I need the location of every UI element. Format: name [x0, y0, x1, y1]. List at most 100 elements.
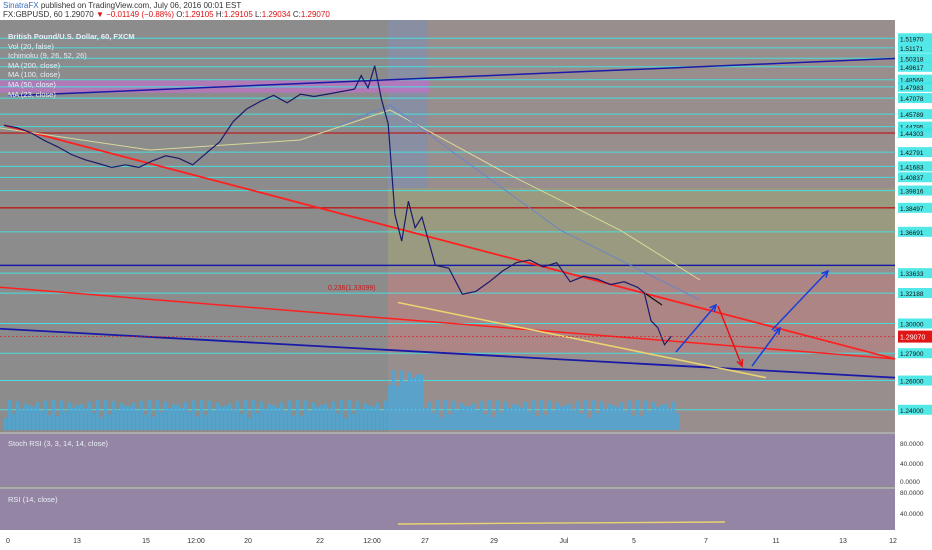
- ma-200-line: [0, 109, 701, 281]
- rsi-yellow-line: [397, 521, 726, 525]
- legend-item-volume: Vol (20, false): [8, 41, 54, 51]
- volume-bar: [372, 406, 375, 430]
- volume-bar: [188, 412, 191, 430]
- x-tick-label: 22: [316, 538, 324, 545]
- volume-bar: [136, 410, 139, 430]
- volume-bar: [440, 417, 443, 430]
- legend-item-ma23: MA (23, close): [8, 89, 56, 99]
- volume-bar: [656, 407, 659, 430]
- volume-bar: [208, 400, 211, 430]
- axis-label: 1.30000: [900, 321, 924, 328]
- volume-bar: [148, 400, 151, 430]
- volume-bar: [336, 413, 339, 430]
- volume-bar: [432, 412, 435, 430]
- blue-zone-shade: [388, 20, 428, 189]
- volume-bar: [516, 404, 519, 430]
- axis-label: 1.47983: [900, 85, 924, 92]
- volume-bar: [268, 403, 271, 430]
- high-value: 1.29105: [223, 10, 253, 19]
- volume-bar: [624, 411, 627, 430]
- volume-bar: [368, 405, 371, 430]
- volume-bar: [200, 400, 203, 430]
- volume-bar: [256, 412, 259, 430]
- volume-bar: [44, 400, 47, 430]
- volume-bar: [652, 402, 655, 430]
- chart-legend: British Pound/U.S. Dollar, 60, FXCM Vol …: [8, 32, 135, 99]
- volume-bar: [56, 416, 59, 430]
- volume-bar: [364, 403, 367, 430]
- volume-bar: [648, 411, 651, 430]
- volume-bar: [672, 401, 675, 430]
- volume-bar: [352, 413, 355, 430]
- volume-bar: [304, 400, 307, 430]
- volume-bar: [300, 415, 303, 430]
- volume-bar: [632, 415, 635, 430]
- axis-label-box: [898, 147, 932, 158]
- volume-bar: [544, 415, 547, 430]
- volume-bar: [232, 409, 235, 430]
- close-value: 1.29070: [300, 10, 330, 19]
- axis-label-box: [898, 74, 932, 85]
- volume-bar: [252, 400, 255, 430]
- volume-bar: [448, 414, 451, 430]
- volume-bar: [332, 401, 335, 430]
- volume-bar: [236, 401, 239, 430]
- axis-label: 1.49617: [900, 65, 924, 72]
- volume-bar: [324, 403, 327, 430]
- axis-label: 1.33633: [900, 271, 924, 278]
- volume-bar: [620, 402, 623, 430]
- axis-label-box: [898, 202, 932, 213]
- volume-bar: [564, 405, 567, 430]
- volume-bar: [40, 410, 43, 430]
- axis-label: 1.24000: [900, 408, 924, 415]
- volume-bar: [84, 408, 87, 430]
- volume-bar: [180, 407, 183, 430]
- legend-item-ma50: MA (50, close): [8, 79, 56, 89]
- volume-bar: [8, 400, 11, 430]
- volume-bar: [592, 400, 595, 430]
- low-value: 1.29034: [261, 10, 291, 19]
- legend-title: British Pound/U.S. Dollar, 60, FXCM: [8, 32, 135, 41]
- axis-label: 1.27900: [900, 351, 924, 358]
- volume-bar: [572, 409, 575, 430]
- x-tick-label: 27: [421, 538, 429, 545]
- volume-bar: [376, 402, 379, 430]
- axis-label-box: [898, 404, 932, 415]
- indicator-axis-label: 40.0000: [900, 511, 924, 518]
- volume-bar: [156, 400, 159, 430]
- volume-bar: [428, 401, 431, 430]
- volume-bar: [112, 401, 115, 430]
- volume-bar: [388, 385, 391, 430]
- x-tick-label: Jul: [560, 538, 569, 545]
- red-zone-shade: [388, 274, 895, 354]
- rsi-label: RSI (14, close): [8, 495, 58, 504]
- volume-bar: [52, 400, 55, 430]
- axis-label: 1.44303: [900, 131, 924, 138]
- x-tick-label: 12:00: [187, 538, 205, 545]
- volume-bar: [616, 407, 619, 430]
- arrow-up-1: [675, 304, 717, 353]
- stoch-rsi-label: Stoch RSI (3, 3, 14, 14, close): [8, 439, 109, 448]
- volume-bar: [668, 408, 671, 430]
- volume-bar: [464, 406, 467, 430]
- yellow-support-line: [397, 301, 767, 379]
- x-tick-label: 15: [142, 538, 150, 545]
- author-name[interactable]: SinatraFX: [3, 1, 39, 10]
- volume-bar: [72, 407, 75, 430]
- volume-bar: [264, 408, 267, 430]
- arrow-down: [717, 305, 743, 367]
- volume-bar: [404, 381, 407, 430]
- indicator-axis-label: 40.0000: [900, 461, 924, 468]
- volume-bar: [176, 404, 179, 430]
- arrow-up-2-head: [773, 326, 782, 336]
- axis-label-box: [898, 287, 932, 298]
- volume-bar: [288, 400, 291, 430]
- green-zone-shade: [388, 188, 895, 269]
- close-label: C:: [292, 10, 301, 19]
- volume-bar: [612, 405, 615, 430]
- volume-bar: [540, 400, 543, 430]
- indicator-axis-label: 80.0000: [900, 441, 924, 448]
- volume-bar: [340, 400, 343, 430]
- axis-label: 1.48569: [900, 78, 924, 85]
